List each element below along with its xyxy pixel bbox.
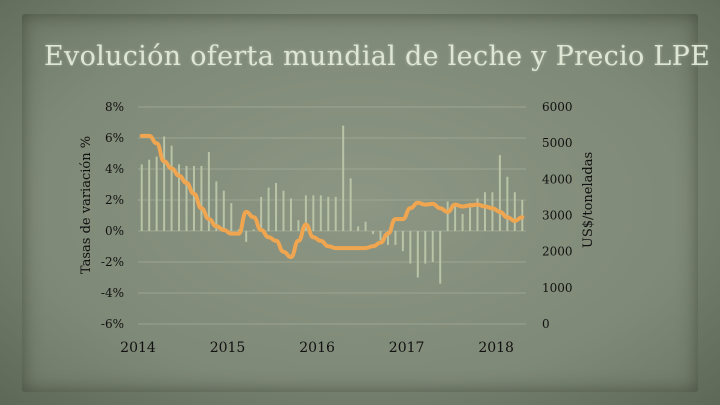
bar: [140, 164, 143, 231]
bar: [163, 136, 166, 231]
y2-axis-label: US$/toneladas: [581, 152, 596, 248]
bar: [334, 196, 337, 231]
x-tick-label: 2017: [389, 340, 425, 356]
bar: [178, 164, 181, 231]
bar: [222, 190, 225, 231]
bar: [312, 195, 315, 231]
bar: [357, 226, 360, 231]
y2-tick-label: 1000: [542, 281, 573, 295]
bar: [304, 195, 307, 231]
bar-series: [140, 125, 524, 284]
bar: [491, 192, 494, 231]
x-tick-label: 2014: [120, 340, 156, 356]
bar: [349, 178, 352, 231]
y-tick-label: -6%: [101, 317, 124, 331]
bar: [185, 165, 188, 231]
bar: [454, 206, 457, 231]
bar: [446, 201, 449, 231]
y2-tick-label: 5000: [542, 136, 573, 150]
bar: [372, 231, 375, 235]
x-tick-label: 2015: [210, 340, 246, 356]
y-axis-label: Tasas de variación %: [79, 136, 94, 274]
right-axis-ticks: 6000 5000 4000 3000 2000 1000 0: [542, 100, 573, 331]
y2-tick-label: 2000: [542, 245, 573, 259]
y-tick-label: -4%: [101, 286, 124, 300]
bar: [461, 213, 464, 231]
bar: [252, 229, 255, 231]
bar: [327, 196, 330, 231]
bar: [401, 231, 404, 252]
y-tick-label: 4%: [105, 162, 124, 176]
y-tick-label: -2%: [101, 255, 124, 269]
bar: [431, 231, 434, 262]
y-tick-label: 6%: [105, 131, 124, 145]
bar: [394, 231, 397, 245]
bar: [207, 151, 210, 231]
bar: [386, 231, 389, 245]
bar: [364, 221, 367, 231]
y-tick-label: 8%: [105, 100, 124, 114]
bar: [260, 196, 263, 231]
bar: [319, 195, 322, 231]
bar: [289, 198, 292, 231]
line-series: [139, 133, 525, 260]
x-axis-ticks: 2014 2015 2016 2017 2018: [120, 340, 514, 356]
bar: [200, 165, 203, 231]
chart-panel: [22, 14, 698, 392]
bar: [282, 190, 285, 231]
bar: [267, 187, 270, 231]
price-line: [139, 133, 525, 260]
bar: [424, 231, 427, 264]
bar: [379, 231, 382, 241]
bar: [245, 231, 248, 242]
bar: [469, 203, 472, 231]
y-tick-label: 0%: [105, 224, 124, 238]
bar: [409, 231, 412, 264]
bar: [155, 156, 158, 231]
bar: [230, 203, 233, 231]
bar: [416, 231, 419, 278]
y2-tick-label: 4000: [542, 172, 573, 186]
bar: [498, 155, 501, 231]
y2-tick-label: 0: [542, 317, 550, 331]
y2-tick-label: 3000: [542, 209, 573, 223]
bar: [342, 125, 345, 231]
bar: [215, 181, 218, 231]
x-tick-label: 2016: [299, 340, 335, 356]
chart-title: Evolución oferta mundial de leche y Prec…: [44, 41, 711, 72]
bar: [506, 176, 509, 231]
bar: [483, 192, 486, 231]
left-axis-ticks: 8% 6% 4% 2% 0% -2% -4% -6%: [101, 100, 124, 331]
bar: [439, 231, 442, 284]
bar: [297, 220, 300, 231]
bar: [275, 182, 278, 231]
bar: [170, 145, 173, 231]
y2-tick-label: 6000: [542, 100, 573, 114]
gridlines: [138, 106, 526, 325]
bar: [513, 192, 516, 231]
x-tick-label: 2018: [478, 340, 514, 356]
bar: [192, 165, 195, 231]
y-tick-label: 2%: [105, 193, 124, 207]
bar: [476, 198, 479, 231]
bar: [148, 159, 151, 231]
bar: [237, 229, 240, 231]
